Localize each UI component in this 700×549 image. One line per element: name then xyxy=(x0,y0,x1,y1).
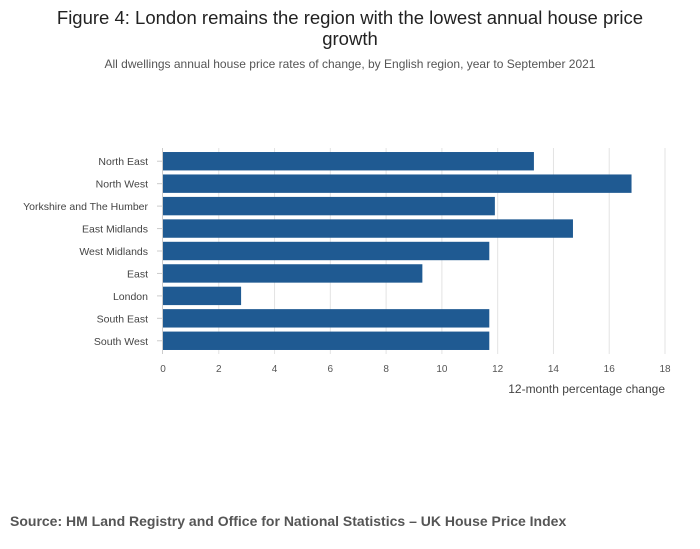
source-note: Source: HM Land Registry and Office for … xyxy=(10,513,567,529)
bar xyxy=(163,152,534,171)
x-tick-label: 12 xyxy=(492,364,504,375)
x-tick-label: 2 xyxy=(216,364,222,375)
x-tick-label: 14 xyxy=(548,364,560,375)
category-label: East xyxy=(127,268,148,280)
category-label: West Midlands xyxy=(79,246,148,258)
x-tick-label: 18 xyxy=(659,364,671,375)
category-label: North East xyxy=(98,156,148,168)
bars xyxy=(163,152,632,350)
category-label: Yorkshire and The Humber xyxy=(23,201,148,213)
category-label: North West xyxy=(96,179,148,191)
chart-subtitle: All dwellings annual house price rates o… xyxy=(104,57,596,71)
bar xyxy=(163,264,423,283)
x-tick-label: 6 xyxy=(328,364,334,375)
category-labels: North East North West Yorkshire and The Hu… xyxy=(23,156,148,348)
bar xyxy=(163,309,490,328)
category-label: South East xyxy=(97,313,148,325)
x-axis-title: 12-month percentage change xyxy=(508,382,665,396)
bar xyxy=(163,331,490,350)
x-tick-label: 10 xyxy=(436,364,448,375)
x-tick-labels: 0 2 4 6 8 10 12 14 16 18 xyxy=(160,364,671,375)
category-label: South West xyxy=(94,336,148,348)
bar xyxy=(163,286,242,306)
x-tick-label: 4 xyxy=(272,364,278,375)
bar xyxy=(163,241,490,261)
category-label: East Midlands xyxy=(82,224,148,236)
chart-title: Figure 4: London remains the region with… xyxy=(56,7,644,49)
bar xyxy=(163,174,632,193)
category-label: London xyxy=(113,291,148,303)
x-tick-label: 16 xyxy=(604,364,616,375)
bar xyxy=(163,196,495,216)
x-tick-label: 8 xyxy=(383,364,389,375)
bar xyxy=(163,219,573,238)
x-tick-label: 0 xyxy=(160,364,166,375)
